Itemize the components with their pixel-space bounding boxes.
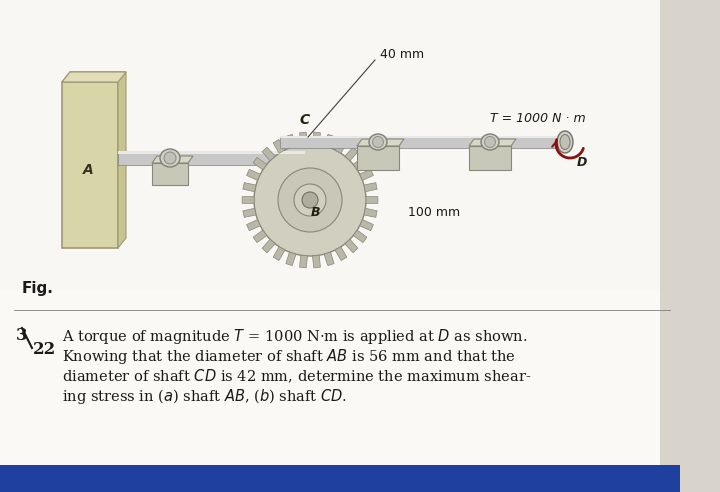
Circle shape — [294, 184, 326, 216]
Polygon shape — [273, 246, 285, 260]
Polygon shape — [364, 208, 377, 217]
Text: A: A — [83, 163, 94, 177]
Bar — [152, 163, 188, 185]
Polygon shape — [247, 169, 261, 181]
Polygon shape — [345, 147, 358, 161]
Polygon shape — [247, 219, 261, 231]
Polygon shape — [152, 156, 193, 163]
Polygon shape — [469, 139, 516, 146]
Polygon shape — [286, 252, 296, 266]
Polygon shape — [364, 183, 377, 192]
Polygon shape — [286, 134, 296, 148]
FancyBboxPatch shape — [660, 0, 720, 492]
Ellipse shape — [560, 134, 570, 150]
FancyBboxPatch shape — [0, 0, 690, 290]
Bar — [357, 146, 399, 170]
Polygon shape — [335, 246, 347, 260]
Bar — [469, 146, 511, 170]
Polygon shape — [253, 230, 267, 243]
Ellipse shape — [481, 134, 499, 150]
Polygon shape — [312, 255, 320, 268]
Polygon shape — [312, 132, 320, 145]
Polygon shape — [242, 197, 254, 203]
Text: 40 mm: 40 mm — [380, 49, 424, 62]
Text: A torque of magnitude $T$ = 1000 N$\cdot$m is applied at $D$ as shown.: A torque of magnitude $T$ = 1000 N$\cdot… — [62, 327, 528, 345]
Ellipse shape — [369, 134, 387, 150]
Text: Fig.: Fig. — [22, 280, 54, 296]
Polygon shape — [335, 140, 347, 154]
Polygon shape — [360, 169, 374, 181]
Ellipse shape — [557, 131, 573, 153]
Polygon shape — [354, 157, 367, 170]
Polygon shape — [62, 72, 126, 82]
Circle shape — [278, 168, 342, 232]
Polygon shape — [243, 183, 256, 192]
Ellipse shape — [485, 136, 495, 148]
Polygon shape — [300, 132, 307, 145]
FancyBboxPatch shape — [0, 290, 720, 492]
Ellipse shape — [164, 152, 176, 164]
Polygon shape — [62, 72, 126, 82]
Polygon shape — [360, 219, 374, 231]
Text: D: D — [577, 155, 588, 168]
Bar — [62, 82, 118, 248]
Text: ing stress in ($a$) shaft $AB$, ($b$) shaft $CD$.: ing stress in ($a$) shaft $AB$, ($b$) sh… — [62, 387, 347, 405]
Polygon shape — [273, 140, 285, 154]
Polygon shape — [345, 239, 358, 253]
Polygon shape — [253, 157, 267, 170]
Circle shape — [254, 144, 366, 256]
Polygon shape — [280, 136, 565, 148]
Ellipse shape — [372, 136, 384, 148]
Polygon shape — [300, 255, 307, 268]
Polygon shape — [357, 139, 404, 146]
Polygon shape — [324, 252, 334, 266]
Polygon shape — [118, 151, 305, 165]
Polygon shape — [118, 72, 126, 248]
Polygon shape — [366, 197, 378, 203]
Text: Knowing that the diameter of shaft $AB$ is 56 mm and that the: Knowing that the diameter of shaft $AB$ … — [62, 346, 516, 366]
Polygon shape — [62, 72, 126, 82]
Polygon shape — [243, 208, 256, 217]
Text: T = 1000 N · m: T = 1000 N · m — [490, 112, 585, 124]
Text: 3: 3 — [16, 328, 27, 344]
Text: 100 mm: 100 mm — [408, 206, 460, 218]
Polygon shape — [324, 134, 334, 148]
Polygon shape — [118, 151, 305, 154]
Ellipse shape — [160, 149, 180, 167]
Text: C: C — [300, 113, 310, 127]
Polygon shape — [354, 230, 367, 243]
FancyBboxPatch shape — [0, 465, 680, 492]
Circle shape — [302, 192, 318, 208]
Text: B: B — [310, 206, 320, 218]
Text: 22: 22 — [33, 340, 56, 358]
Polygon shape — [262, 239, 275, 253]
Polygon shape — [280, 136, 565, 138]
Text: diameter of shaft $CD$ is 42 mm, determine the maximum shear-: diameter of shaft $CD$ is 42 mm, determi… — [62, 368, 531, 385]
Polygon shape — [262, 147, 275, 161]
